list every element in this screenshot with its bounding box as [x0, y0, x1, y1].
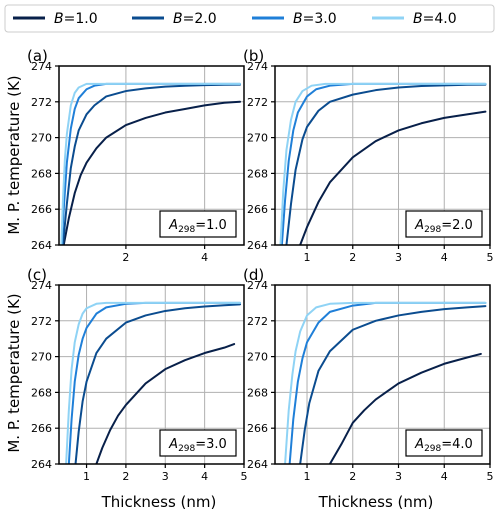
panel-b-series-b1 — [299, 110, 487, 245]
panel-a-xtick-label-2: 2 — [122, 251, 129, 264]
panel-c-ytick-label-272: 272 — [31, 315, 52, 328]
panel-d-frame — [274, 284, 491, 465]
legend-label-1: B=1.0 — [54, 11, 98, 27]
panel-a-annotation: A298=1.0 — [159, 210, 237, 238]
panel-a-label: (a) — [27, 47, 48, 65]
panel-b-ytick-label-268: 268 — [247, 167, 268, 180]
legend-entry-1: B=1.0 — [13, 11, 98, 27]
panel-c-ytick-label-270: 270 — [31, 351, 52, 364]
panel-d: 264 266 268 270 272 274 1 2 3 4 5 (d) A298=4.0 — [243, 266, 494, 483]
panel-d-series — [284, 301, 487, 464]
panel-c-series-b4 — [65, 301, 242, 464]
panel-b-xtick-label-4: 4 — [441, 251, 448, 264]
panel-c-ytick-label-274: 274 — [31, 279, 52, 292]
panel-c-xtick-label-2: 2 — [122, 470, 129, 483]
panel-d-annotation-box — [405, 429, 483, 457]
panel-a-annotation-box — [159, 210, 237, 238]
panel-b: 264 266 268 270 272 274 1 2 3 4 5 (b) A298=2.0 — [243, 47, 494, 264]
panel-b-ytick-label-264: 264 — [247, 239, 268, 252]
panel-c-series — [65, 301, 242, 464]
panel-b-series — [279, 82, 487, 245]
legend-entry-3: B=3.0 — [252, 11, 337, 27]
panel-a-annotation-text: A298=1.0 — [168, 218, 227, 235]
panel-d-series-b1 — [328, 352, 482, 464]
panel-c-ytick-label-266: 266 — [31, 422, 52, 435]
panel-b-series-b4 — [279, 82, 487, 245]
panel-d-annotation-text: A298=4.0 — [414, 437, 473, 454]
panel-b-xtick-label-2: 2 — [349, 251, 356, 264]
panel-d-series-b2 — [299, 305, 487, 464]
panel-b-xtick-label-5: 5 — [487, 251, 494, 264]
panel-c-label: (c) — [27, 266, 47, 284]
panel-a-series-b2 — [61, 83, 242, 245]
panel-a-ytick-label-264: 264 — [31, 239, 52, 252]
panel-b-annotation-box — [405, 210, 483, 238]
panel-c: 264 266 268 270 272 274 1 2 3 4 5 (c) A298=3.0 — [27, 266, 248, 483]
panel-d-ytick-label-270: 270 — [247, 351, 268, 364]
panel-d-xtick-label-2: 2 — [349, 470, 356, 483]
legend-entry-2: B=2.0 — [132, 11, 217, 27]
panel-a-xtick-label-4: 4 — [201, 251, 208, 264]
y-axis-title-top: M. P. temperature (K) — [5, 75, 23, 234]
panel-c-ytick-label-268: 268 — [31, 386, 52, 399]
panel-d-xtick-label-4: 4 — [441, 470, 448, 483]
panel-c-ytick-label-264: 264 — [31, 458, 52, 471]
panel-b-frame — [274, 65, 491, 246]
panel-c-series-b2 — [74, 303, 242, 464]
panel-a-ytick-label-272: 272 — [31, 96, 52, 109]
panel-d-xtick-label-3: 3 — [395, 470, 402, 483]
panel-b-ytick-label-270: 270 — [247, 132, 268, 145]
panel-d-label: (d) — [243, 266, 264, 284]
panel-b-series-b2 — [285, 83, 487, 245]
panel-c-grid — [59, 284, 245, 465]
panel-c-annotation: A298=3.0 — [159, 429, 237, 457]
panel-c-annotation-text: A298=3.0 — [168, 437, 227, 454]
panel-c-xtick-label-3: 3 — [162, 470, 169, 483]
panel-a-frame — [58, 65, 245, 246]
panel-b-xtick-label-3: 3 — [395, 251, 402, 264]
panel-d-ytick-label-266: 266 — [247, 422, 268, 435]
panel-b-xtick-label-1: 1 — [304, 251, 311, 264]
panel-c-frame — [58, 284, 245, 465]
panel-b-ytick-label-266: 266 — [247, 203, 268, 216]
legend-entry-4: B=4.0 — [372, 11, 457, 27]
y-axis-title-bottom: M. P. temperature (K) — [5, 293, 23, 452]
panel-d-ytick-label-268: 268 — [247, 386, 268, 399]
x-axis-title-left: Thickness (nm) — [101, 493, 217, 511]
panel-d-annotation: A298=4.0 — [405, 429, 483, 457]
panel-d-ytick-label-274: 274 — [247, 279, 268, 292]
panel-c-xtick-label-4: 4 — [201, 470, 208, 483]
panel-d-series-b4 — [284, 301, 487, 464]
panel-c-xtick-label-5: 5 — [241, 470, 248, 483]
panel-d-ytick-label-272: 272 — [247, 315, 268, 328]
x-axis-title-right: Thickness (nm) — [318, 493, 434, 511]
panel-a-series-b4 — [60, 82, 242, 245]
panel-a-ytick-label-266: 266 — [31, 203, 52, 216]
panel-c-annotation-box — [159, 429, 237, 457]
legend: B=1.0 B=2.0 B=3.0 B=4.0 — [4, 4, 495, 33]
panel-a-series — [60, 82, 242, 245]
legend-label-3: B=3.0 — [293, 11, 337, 27]
panel-b-annotation: A298=2.0 — [405, 210, 483, 238]
panel-b-annotation-text: A298=2.0 — [414, 218, 473, 235]
panel-b-ytick-label-272: 272 — [247, 96, 268, 109]
panel-a-ytick-label-270: 270 — [31, 132, 52, 145]
panel-a-ytick-label-274: 274 — [31, 60, 52, 73]
legend-label-4: B=4.0 — [413, 11, 457, 27]
panel-d-xtick-label-1: 1 — [304, 470, 311, 483]
panel-b-ytick-label-274: 274 — [247, 60, 268, 73]
panel-a: 264 266 268 270 272 274 2 4 (a) A298=1.0 — [27, 47, 245, 264]
panel-a-series-b1 — [62, 100, 242, 245]
legend-label-2: B=2.0 — [173, 11, 217, 27]
panel-a-ytick-label-268: 268 — [31, 167, 52, 180]
panel-c-series-b1 — [95, 343, 236, 464]
panel-d-ytick-label-264: 264 — [247, 458, 268, 471]
panel-c-xtick-label-1: 1 — [83, 470, 90, 483]
panel-b-label: (b) — [243, 47, 264, 65]
panel-d-xtick-label-5: 5 — [487, 470, 494, 483]
